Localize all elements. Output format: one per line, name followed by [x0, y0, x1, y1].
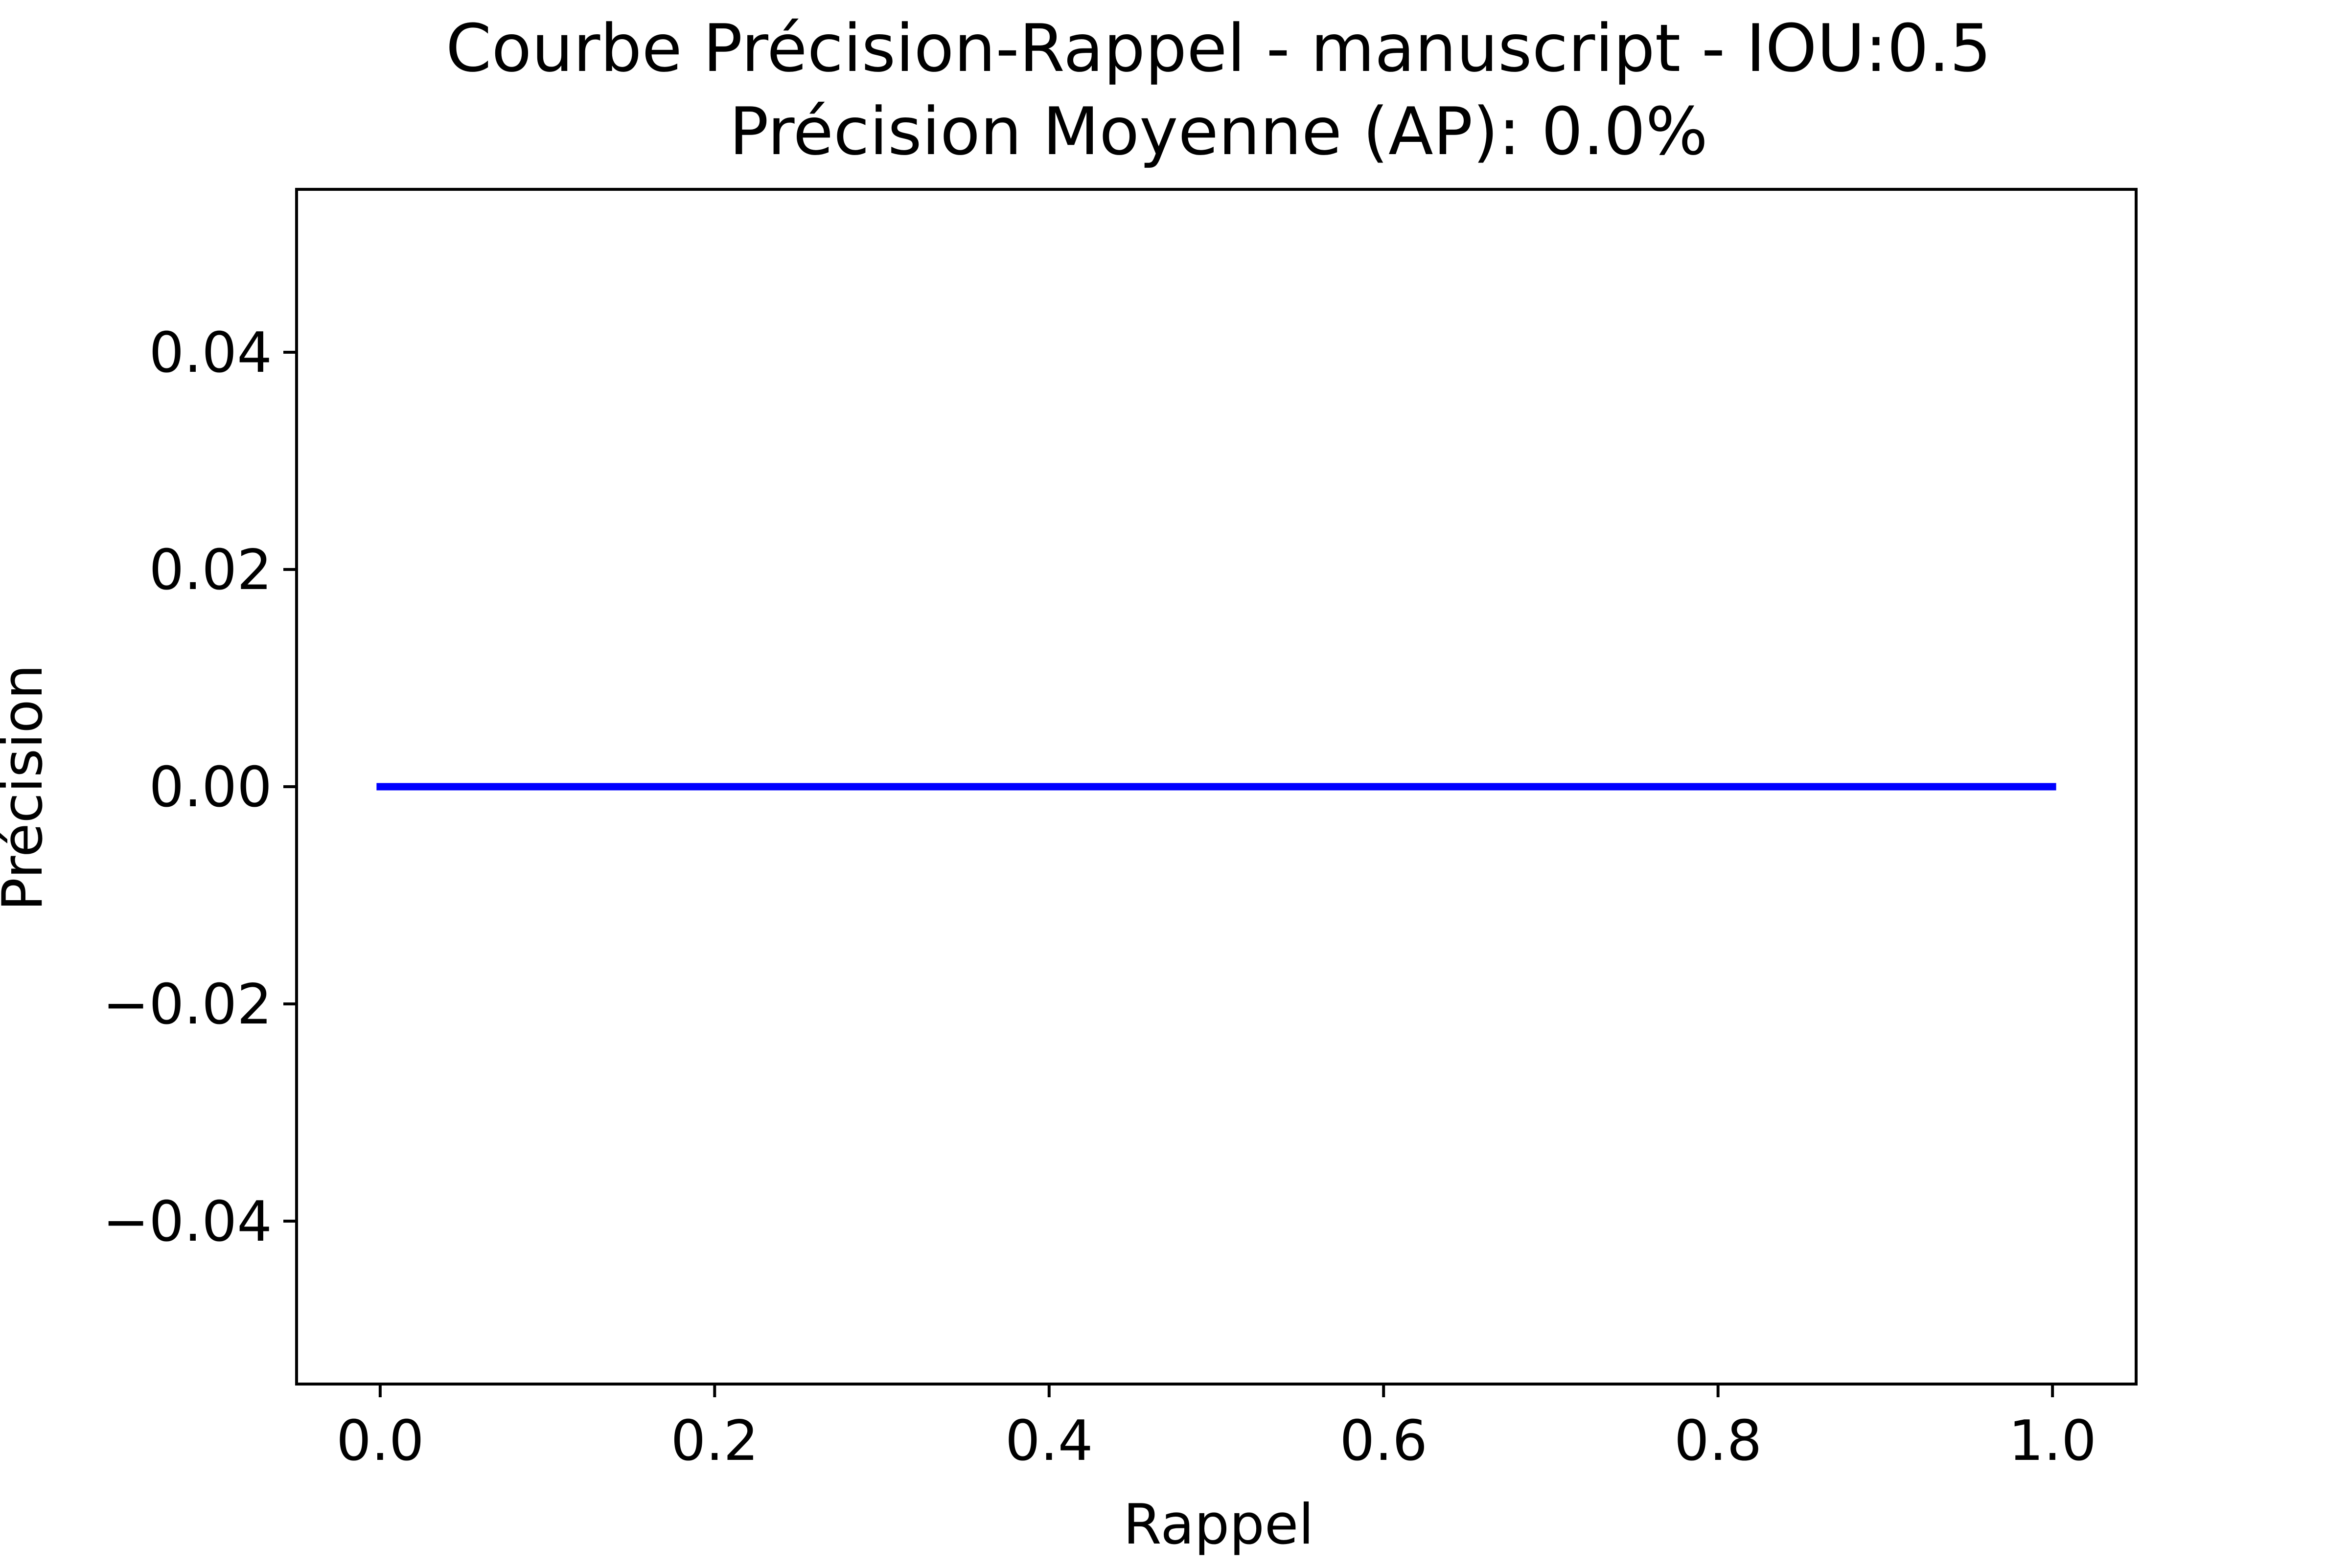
y-tick-label-1: 0.02	[149, 538, 272, 602]
x-axis-label: Rappel	[1123, 1492, 1314, 1557]
chart-subtitle: Précision Moyenne (AP): 0.0%	[729, 93, 1708, 170]
y-tick-label-4: −0.04	[103, 1189, 272, 1254]
y-tick-label-2: 0.00	[149, 755, 272, 819]
y-tick-label-0: 0.04	[149, 320, 272, 385]
y-axis-label: Précision	[0, 664, 55, 911]
x-tick-label-0: 0.0	[336, 1409, 424, 1473]
chart-title: Courbe Précision-Rappel - manuscript - I…	[446, 10, 1991, 87]
plot-area: 0.0 0.2 0.4 0.6 0.8 1.0 0.04 0.02 0.00 −0.02 −0.04	[103, 188, 2138, 1473]
x-tick-label-3: 0.6	[1339, 1409, 1428, 1473]
x-tick-label-5: 1.0	[2008, 1409, 2096, 1473]
x-tick-label-1: 0.2	[670, 1409, 759, 1473]
x-tick-label-4: 0.8	[1674, 1409, 1762, 1473]
y-tick-label-3: −0.02	[103, 972, 272, 1037]
x-tick-label-2: 0.4	[1005, 1409, 1093, 1473]
